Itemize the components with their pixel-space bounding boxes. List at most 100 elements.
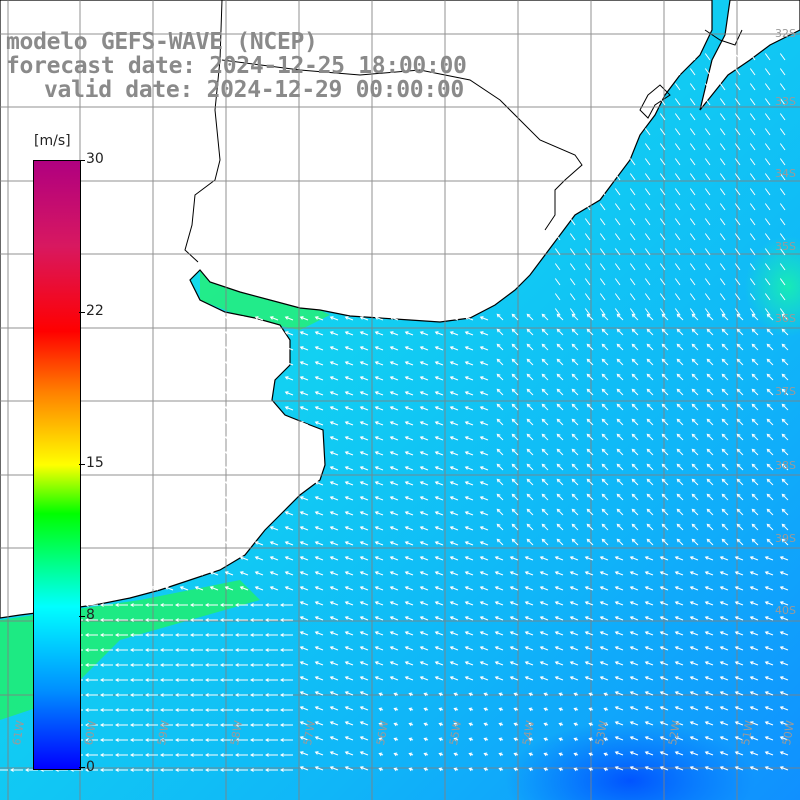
- wind-arrow: [225, 466, 234, 471]
- wind-arrow: [285, 376, 294, 381]
- wind-arrow-head: [528, 737, 533, 742]
- wind-arrow-head: [389, 661, 394, 665]
- wind-arrow-head: [234, 603, 239, 607]
- wind-arrow: [360, 661, 369, 666]
- wind-arrow: [735, 691, 744, 696]
- wind-arrow-head: [299, 691, 304, 695]
- wind-arrow: [300, 331, 309, 336]
- wind-arrow-head: [524, 601, 529, 605]
- wind-arrow: [616, 358, 624, 366]
- wind-arrow: [270, 556, 279, 561]
- wind-arrow-head: [329, 721, 334, 725]
- wind-arrow: [480, 646, 489, 651]
- wind-arrow-head: [264, 768, 269, 772]
- wind-arrow: [751, 343, 759, 351]
- wind-arrow-head: [629, 646, 634, 650]
- wind-arrow: [526, 523, 534, 531]
- wind-arrow-head: [404, 661, 409, 665]
- wind-arrow: [480, 391, 489, 396]
- wind-arrow-head: [479, 571, 484, 575]
- wind-arrow: [720, 631, 729, 636]
- wind-arrow: [601, 328, 609, 336]
- wind-arrow-head: [449, 421, 454, 425]
- wind-arrow: [719, 293, 726, 301]
- wind-arrow-head: [404, 496, 409, 500]
- wind-arrow: [510, 676, 519, 681]
- wind-arrow-head: [299, 556, 304, 560]
- wind-arrow-head: [219, 648, 224, 652]
- wind-arrow-head: [344, 556, 349, 560]
- wind-arrow-head: [254, 571, 259, 575]
- wind-arrow-head: [378, 767, 383, 772]
- wind-arrow: [676, 388, 684, 396]
- land-north: [0, 0, 713, 619]
- wind-arrow: [570, 646, 579, 651]
- wind-arrow-head: [419, 346, 424, 350]
- wind-arrow-head: [24, 768, 29, 772]
- wind-arrow-head: [586, 523, 591, 528]
- wind-arrow-head: [736, 538, 741, 543]
- wind-arrow-head: [344, 691, 349, 695]
- wind-arrow: [405, 616, 414, 621]
- wind-arrow-head: [344, 466, 349, 470]
- wind-arrow-head: [449, 346, 454, 350]
- wind-arrow-head: [389, 391, 394, 395]
- wind-arrow: [720, 556, 729, 561]
- wind-arrow: [764, 173, 771, 181]
- wind-arrow-head: [779, 661, 784, 665]
- wind-arrow: [734, 53, 741, 61]
- wind-arrow: [541, 508, 549, 516]
- wind-arrow-head: [194, 481, 199, 485]
- wind-arrow: [676, 508, 684, 516]
- wind-arrow-head: [704, 646, 709, 650]
- wind-arrow-head: [676, 478, 681, 483]
- wind-arrow-head: [646, 373, 651, 378]
- wind-arrow: [480, 466, 489, 471]
- wind-arrow-head: [661, 373, 666, 378]
- wind-arrow: [646, 403, 654, 411]
- wind-arrow-head: [464, 661, 469, 665]
- wind-arrow: [765, 751, 774, 756]
- wind-arrow: [405, 601, 414, 606]
- wind-arrow-head: [616, 418, 621, 423]
- wind-arrow: [779, 113, 786, 121]
- wind-arrow: [360, 736, 369, 741]
- wind-arrow: [751, 328, 759, 336]
- wind-arrow: [240, 436, 249, 441]
- wind-arrow-head: [721, 538, 726, 543]
- wind-arrow-head: [554, 646, 559, 650]
- wind-arrow: [764, 68, 771, 76]
- wind-arrow-head: [299, 406, 304, 410]
- wind-arrow: [660, 616, 669, 621]
- wind-arrow-head: [329, 316, 334, 320]
- wind-arrow-head: [659, 736, 664, 740]
- wind-arrow: [629, 188, 636, 196]
- wind-arrow: [781, 463, 789, 471]
- wind-arrow-head: [781, 538, 786, 543]
- wind-arrow: [721, 313, 729, 321]
- wind-arrow: [766, 403, 774, 411]
- wind-arrow: [420, 616, 429, 621]
- wind-arrow: [645, 646, 654, 651]
- wind-arrow-head: [209, 376, 214, 380]
- wind-arrow: [225, 391, 234, 396]
- wind-arrow: [690, 676, 699, 681]
- wind-arrow-head: [528, 707, 533, 712]
- wind-arrow: [225, 556, 234, 561]
- wind-arrow: [629, 173, 636, 181]
- wind-arrow: [586, 448, 594, 456]
- wind-arrow: [240, 421, 249, 426]
- wind-arrow: [225, 511, 234, 516]
- wind-arrow: [300, 586, 309, 591]
- wind-arrow: [631, 403, 639, 411]
- wind-arrow: [780, 736, 789, 741]
- wind-arrow: [541, 538, 549, 546]
- wind-arrow: [480, 331, 489, 336]
- wind-arrow: [465, 391, 474, 396]
- wind-arrow: [405, 571, 414, 576]
- wind-arrow: [630, 571, 639, 576]
- wind-arrow: [526, 493, 534, 501]
- wind-arrow-head: [344, 601, 349, 605]
- wind-arrow: [345, 601, 354, 606]
- wind-arrow-head: [239, 376, 244, 380]
